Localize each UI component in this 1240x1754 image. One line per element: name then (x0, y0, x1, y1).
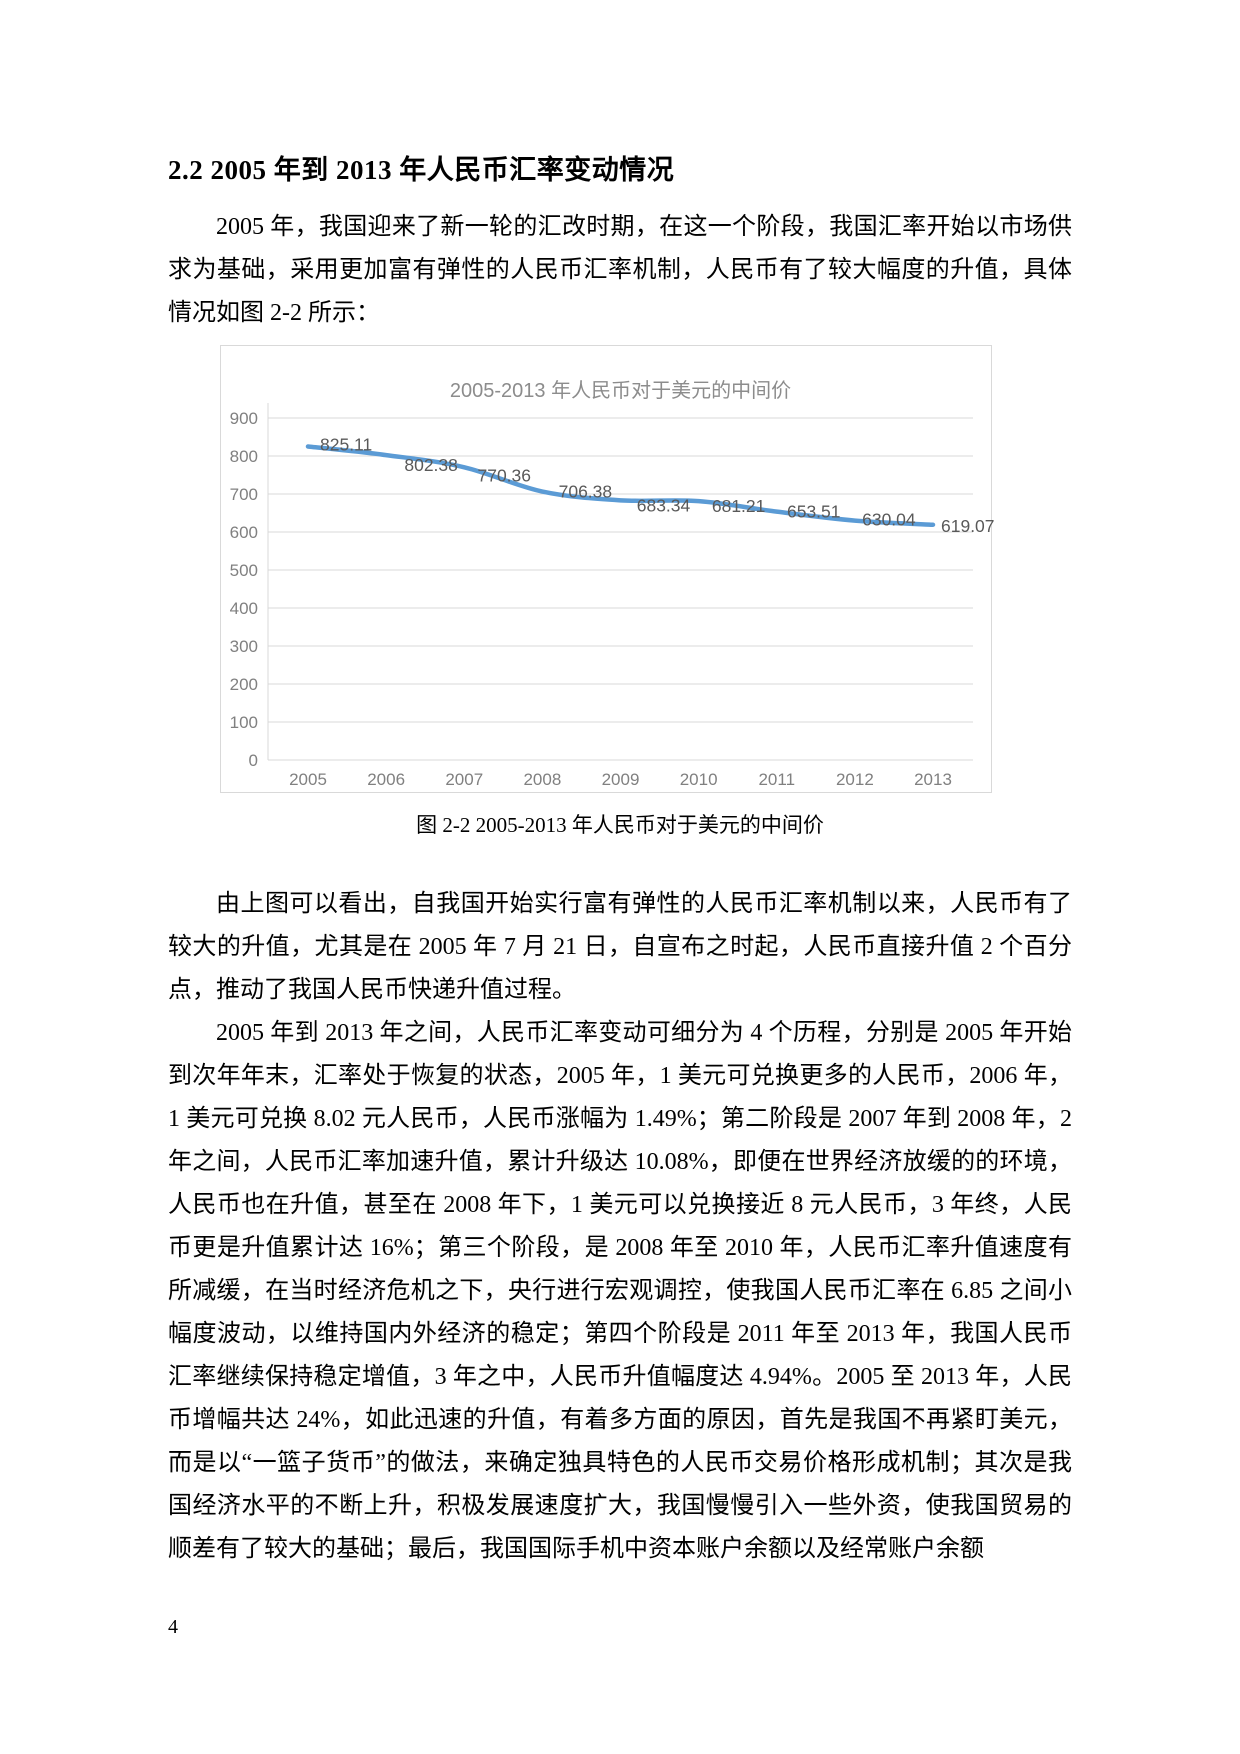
paragraph-intro: 2005 年，我国迎来了新一轮的汇改时期，在这一个阶段，我国汇率开始以市场供求为… (168, 214, 1072, 326)
data-point-label: 630.04 (862, 510, 916, 530)
x-axis-tick-label: 2007 (445, 770, 483, 789)
series-line (305, 444, 936, 528)
y-axis-tick-label: 400 (230, 599, 258, 618)
y-axis-tick-label: 300 (230, 637, 258, 656)
paragraph-analysis: 由上图可以看出，自我国开始实行富有弹性的人民币汇率机制以来，人民币有了较大的升值… (168, 891, 1072, 1003)
x-axis-tick-label: 2009 (602, 770, 640, 789)
data-point-label: 802.38 (404, 455, 458, 475)
line-chart-svg: 2005-2013 年人民币对于美元的中间价 0 100 200 300 400 500 60… (220, 345, 995, 793)
data-point-label: 619.07 (941, 516, 995, 536)
figure-chart: 2005-2013 年人民币对于美元的中间价 0 100 200 300 400 500 60… (220, 345, 995, 793)
section-heading: 2.2 2005 年到 2013 年人民币汇率变动情况 (168, 155, 675, 185)
data-point-label: 706.38 (559, 482, 613, 502)
y-axis-tick-label: 900 (230, 409, 258, 428)
x-axis-tick-label: 2013 (914, 770, 952, 789)
data-point-label: 681.21 (712, 496, 766, 516)
x-axis-tick-label: 2008 (523, 770, 561, 789)
x-axis-tick-label: 2010 (680, 770, 718, 789)
y-axis-tick-label: 200 (230, 675, 258, 694)
y-axis-tick-label: 100 (230, 713, 258, 732)
data-point-label: 825.11 (320, 434, 372, 454)
chart-border (220, 345, 992, 793)
data-point-label: 653.51 (787, 502, 841, 522)
data-point-label: 770.36 (477, 465, 531, 485)
y-axis-tick-label: 600 (230, 523, 258, 542)
x-axis-tick-label: 2005 (289, 770, 327, 789)
x-axis-tick-label: 2006 (367, 770, 405, 789)
y-axis-tick-label: 800 (230, 447, 258, 466)
y-axis-tick-label: 700 (230, 485, 258, 504)
data-point-label: 683.34 (637, 495, 691, 515)
paragraph-stages: 2005 年到 2013 年之间，人民币汇率变动可细分为 4 个历程，分别是 2… (168, 1020, 1072, 1562)
page-number: 4 (168, 1616, 178, 1638)
x-axis-tick-label: 2011 (758, 770, 795, 789)
page-content: 2.2 2005 年到 2013 年人民币汇率变动情况 2005 年，我国迎来了… (168, 152, 1072, 1571)
figure-caption: 图 2-2 2005-2013 年人民币对于美元的中间价 (416, 813, 824, 837)
y-axis-tick-label: 500 (230, 561, 258, 580)
x-axis-tick-label: 2012 (836, 770, 874, 789)
chart-title: 2005-2013 年人民币对于美元的中间价 (450, 379, 791, 402)
y-axis-tick-label: 0 (249, 751, 258, 770)
